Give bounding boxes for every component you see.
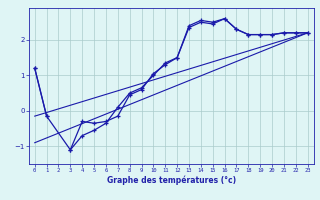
X-axis label: Graphe des températures (°c): Graphe des températures (°c) bbox=[107, 176, 236, 185]
